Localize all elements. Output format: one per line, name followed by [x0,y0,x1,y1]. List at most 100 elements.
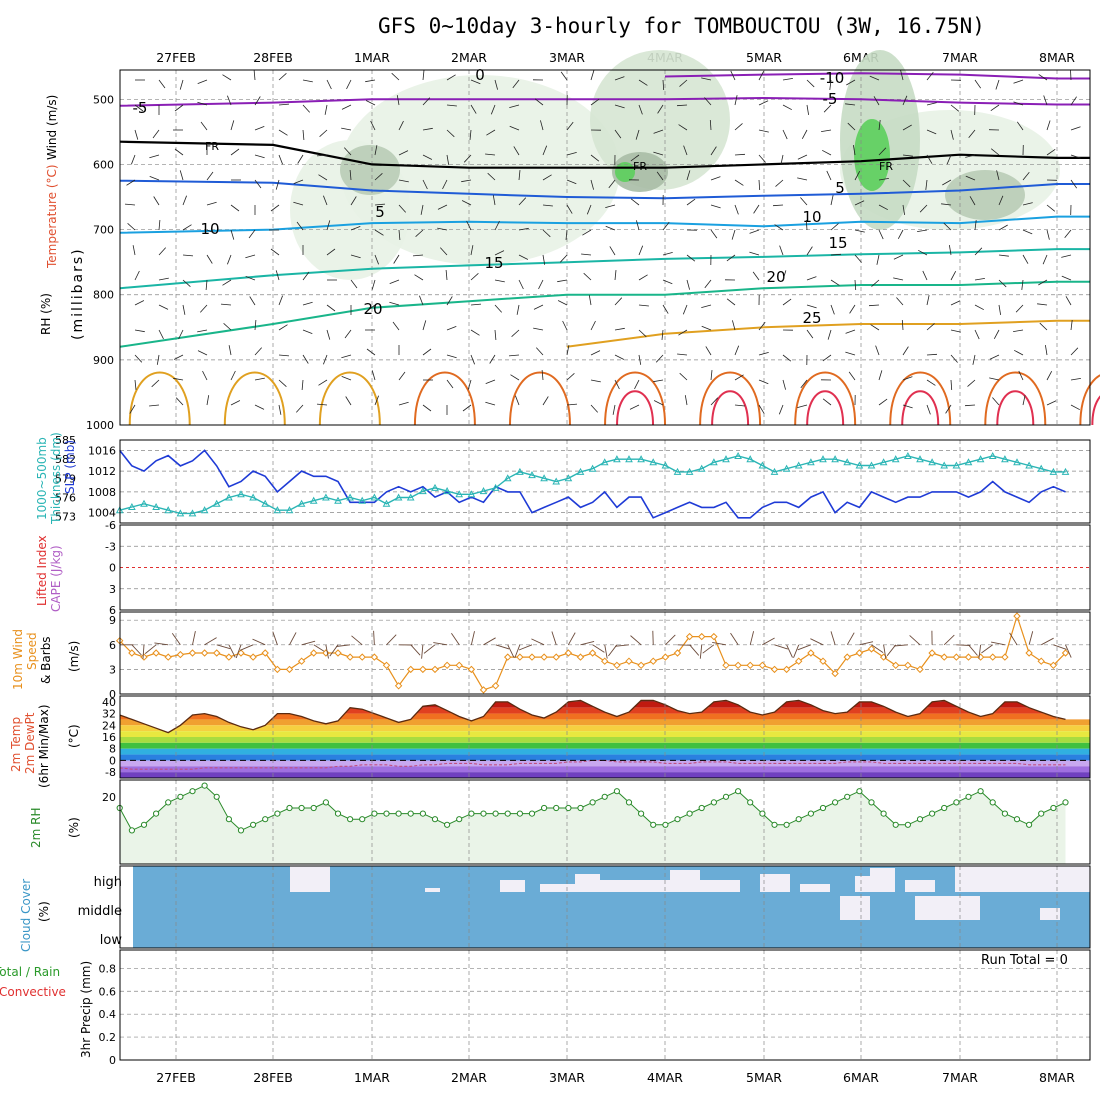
thickness-tick: 585 [55,434,76,447]
wind10-barb [531,638,545,646]
wind-barb [542,204,553,207]
rh-point [759,810,766,817]
date-label: 28FEB [253,50,293,65]
wind-barb [823,104,832,113]
wind-barb [230,370,236,381]
wind10-point [904,661,912,670]
wind-barb [677,353,688,356]
wind-barb [590,154,600,162]
thickness-point [928,458,936,466]
thickness-point [152,502,160,510]
wind-barb [590,320,596,331]
wind-barb [590,379,601,383]
wind-barb [415,229,424,237]
wind10-point [128,649,136,657]
wind-barb [254,404,265,410]
wind-barb [941,203,952,206]
wind-barb [398,371,406,381]
date-label: 3MAR [549,1070,585,1085]
wind10-point [564,649,573,657]
cloud-gap [700,880,740,892]
wind-barb [254,179,262,189]
wind10-tick: 9 [109,614,116,627]
wind10-barb [351,635,363,646]
wind10-barb [313,644,326,653]
thickness-point [613,455,621,463]
wind10-units: (m/s) [67,641,81,672]
pressure-tick: 800 [93,289,114,302]
wind-barb [182,254,194,257]
wind-barb [412,254,424,257]
wind-barb [902,95,908,106]
date-label: 2MAR [451,50,487,65]
wind-barb [230,120,235,131]
wind-barb [490,104,496,115]
wind10-point [479,686,488,694]
precip-ylabel-1: Total / Rain [0,965,60,979]
wind-barb [926,353,938,356]
wind-barb [1046,148,1056,156]
rh-panel-labels: 2m RH (%) [29,808,81,849]
wind-barb [662,79,665,91]
wind-barb [566,345,570,356]
wind-barb [270,248,280,256]
wind10-point [855,649,864,657]
wind-barb [398,150,409,156]
date-label: 5MAR [746,1070,782,1085]
rh-point [407,810,414,817]
wind-barb [780,154,784,165]
wind-barb [391,72,400,81]
slp-tick: 1004 [88,507,116,520]
thickness-point [225,493,233,501]
wind-barb [302,271,310,281]
wind-barb [398,229,401,241]
thickness-point [334,496,342,504]
wind-barb [469,129,472,140]
wind10-ylabel-2: Speed [25,632,39,670]
rh-point [492,810,499,817]
cloud-gap [290,866,330,892]
wind-barb [901,319,904,331]
wind-barb [734,123,743,131]
rh-point [480,810,487,817]
wind-barb [344,329,352,339]
wind-barb [614,297,623,306]
wind-barb [566,373,575,381]
wind10-point [358,653,366,661]
rh-shading [945,170,1025,220]
wind-barb [512,79,520,89]
isotherm-label: 5 [835,179,845,197]
wind10-barb [699,644,703,659]
wind10-point [503,653,512,661]
wind-barb [806,79,815,88]
temp2m-ylabel-1: 2m Temp [9,717,23,772]
rh-point [225,816,232,823]
wind-barb [974,329,980,340]
wind-barb [158,79,166,89]
rh-point [213,793,220,800]
wind10-barb [154,642,169,646]
wind10-barb [810,638,824,646]
thickness-point [964,458,973,466]
cloud-gap [600,880,670,892]
thickness-point [261,499,270,507]
wind-barb [926,404,931,415]
wind-barb [470,354,475,365]
wind10-point [758,661,767,670]
warm-isotherm [699,371,762,426]
wind-barb [466,220,472,231]
thickness-point [697,464,706,472]
wind-barb [296,404,304,413]
thickness-point [188,509,197,517]
rh-point [456,816,463,823]
wind-barb [254,377,265,381]
thickness-point [491,483,500,491]
wind-barb [782,104,792,111]
wind-barb [758,404,765,414]
wind10-point [540,653,548,661]
wind-barb [129,404,136,414]
wind-barb [950,379,953,391]
wind10-point [552,653,560,661]
cloud-gap [575,874,600,892]
